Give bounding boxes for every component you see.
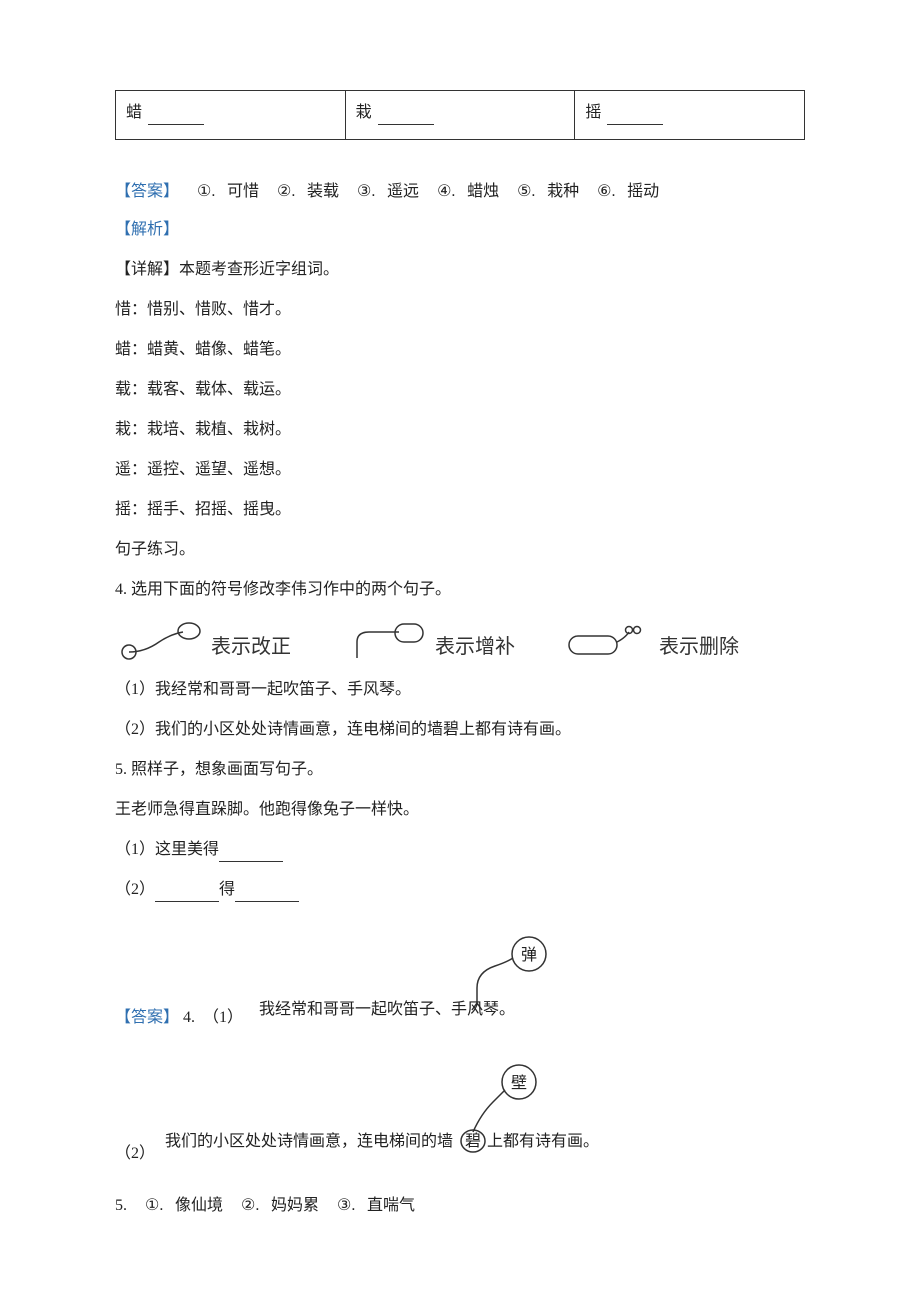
answer5-num: 5.	[115, 1194, 127, 1218]
symbol-correct: 表示改正	[115, 618, 291, 662]
answer-text: 可惜	[227, 183, 259, 200]
blank-underline	[219, 842, 283, 862]
table-cell: 栽	[345, 91, 575, 140]
q5-line2-middle: 得	[219, 881, 235, 898]
cell-char: 蜡	[126, 101, 142, 125]
correction-diagram-1: 弹 我经常和哥哥一起吹笛子、手风琴。	[249, 934, 589, 1022]
answer-num: ⑥.	[597, 180, 623, 204]
answer-text: 妈妈累	[271, 1197, 319, 1214]
answer4-part2-label: （2）	[115, 1145, 155, 1162]
answer-num: ③.	[357, 180, 383, 204]
answer-block: 【答案】 ①. 可惜 ②. 装载 ③. 遥远 ④. 蜡烛 ⑤. 栽种 ⑥. 摇动	[115, 180, 805, 204]
symbol-legend: 表示改正 表示增补 表示删除	[115, 618, 805, 662]
answer-item: ①. 像仙境	[145, 1194, 223, 1218]
answer-text: 摇动	[627, 183, 659, 200]
answer4-labels: 【答案】 4. （1）	[115, 1006, 243, 1048]
answer-item: ②. 妈妈累	[241, 1194, 319, 1218]
q5-line2-prefix: （2）	[115, 881, 155, 898]
answer4-row2: （2） 壁 我们的小区处处诗情画意，连电梯间的墙 碧 上都有诗有画。	[115, 1058, 805, 1184]
answer-num: ③.	[337, 1194, 363, 1218]
symbol-delete: 表示删除	[563, 618, 739, 662]
symbol-label: 表示删除	[659, 632, 739, 662]
answer-text: 遥远	[387, 183, 419, 200]
answer-text: 装载	[307, 183, 339, 200]
answer-item: ③. 遥远	[357, 180, 419, 204]
answer-text: 栽种	[547, 183, 579, 200]
answer-num: ⑤.	[517, 180, 543, 204]
analysis-line: 惜：惜别、惜败、惜才。	[115, 298, 805, 322]
q5-line2: （2） 得	[115, 878, 805, 902]
answer4-row1: 【答案】 4. （1） 弹 我经常和哥哥一起吹笛子、手风琴。	[115, 930, 805, 1048]
analysis-line: 遥：遥控、遥望、遥想。	[115, 458, 805, 482]
detail-label: 【详解】	[115, 261, 179, 278]
answer5-block: 5. ①. 像仙境 ②. 妈妈累 ③. 直喘气	[115, 1194, 805, 1218]
section-title: 句子练习。	[115, 538, 805, 562]
answer-item: ①. 可惜	[197, 180, 259, 204]
blank-underline	[607, 105, 663, 125]
insert-symbol-icon	[339, 618, 429, 662]
cell-content: 栽	[356, 101, 565, 125]
answer-text: 直喘气	[367, 1197, 415, 1214]
analysis-label: 【解析】	[115, 218, 805, 242]
answer4-part2-label-wrap: （2）	[115, 1142, 155, 1184]
delete-symbol-icon	[563, 618, 653, 662]
table-cell: 蜡	[116, 91, 346, 140]
answer-item: ④. 蜡烛	[437, 180, 499, 204]
answer-item: ⑤. 栽种	[517, 180, 579, 204]
table-row: 蜡 栽 摇	[116, 91, 805, 140]
fig1-sentence: 我经常和哥哥一起吹笛子、手风琴。	[259, 1000, 515, 1018]
table-cell: 摇	[575, 91, 805, 140]
answer-text: 蜡烛	[467, 183, 499, 200]
answer4-fig2: 壁 我们的小区处处诗情画意，连电梯间的墙 碧 上都有诗有画。	[161, 1062, 631, 1166]
cell-char: 栽	[356, 101, 372, 125]
answer-num: ②.	[241, 1194, 267, 1218]
symbol-label: 表示改正	[211, 632, 291, 662]
analysis-line: 栽：栽培、栽植、栽树。	[115, 418, 805, 442]
bubble-char: 壁	[511, 1073, 527, 1092]
q4-line2: （2）我们的小区处处诗情画意，连电梯间的墙碧上都有诗有画。	[115, 718, 805, 742]
analysis-line: 蜡：蜡黄、蜡像、蜡笔。	[115, 338, 805, 362]
q4-line1: （1）我经常和哥哥一起吹笛子、手风琴。	[115, 678, 805, 702]
fig2-prefix: 我们的小区处处诗情画意，连电梯间的墙	[165, 1131, 453, 1150]
blank-underline	[148, 105, 204, 125]
answer-label: 【答案】	[115, 180, 179, 204]
analysis-line: 载：载客、载体、载运。	[115, 378, 805, 402]
q5-prompt: 5. 照样子，想象画面写句子。	[115, 758, 805, 782]
answer-text: 像仙境	[175, 1197, 223, 1214]
fig2-suffix: 上都有诗有画。	[487, 1132, 599, 1150]
answer-num: ④.	[437, 180, 463, 204]
detail-text: 本题考查形近字组词。	[179, 261, 339, 278]
char-table: 蜡 栽 摇	[115, 90, 805, 140]
answer-item: ②. 装载	[277, 180, 339, 204]
blank-underline	[378, 105, 434, 125]
symbol-label: 表示增补	[435, 632, 515, 662]
analysis-label-text: 【解析】	[115, 221, 179, 238]
analysis-line: 摇：摇手、招摇、摇曳。	[115, 498, 805, 522]
symbol-insert: 表示增补	[339, 618, 515, 662]
q5-line1-prefix: （1）这里美得	[115, 841, 219, 858]
page-root: 蜡 栽 摇 【答案】 ①. 可惜 ②. 装载 ③. 遥远 ④.	[0, 0, 920, 1302]
correct-symbol-icon	[115, 618, 205, 662]
q4-prompt: 4. 选用下面的符号修改李伟习作中的两个句子。	[115, 578, 805, 602]
blank-underline	[155, 882, 219, 902]
answer-num: ②.	[277, 180, 303, 204]
answer-num: ①.	[197, 180, 223, 204]
fig2-circled: 碧	[465, 1132, 481, 1150]
answer4-part1-label: （1）	[203, 1009, 243, 1026]
answer-num: ①.	[145, 1194, 171, 1218]
q5-line1: （1）这里美得	[115, 838, 805, 862]
answer-item: ③. 直喘气	[337, 1194, 415, 1218]
answer-label: 【答案】	[115, 1009, 179, 1026]
answer4-fig1: 弹 我经常和哥哥一起吹笛子、手风琴。	[249, 934, 589, 1030]
detail-line: 【详解】本题考查形近字组词。	[115, 258, 805, 282]
answer4-num: 4.	[183, 1009, 195, 1026]
q5-example: 王老师急得直跺脚。他跑得像兔子一样快。	[115, 798, 805, 822]
bubble-char: 弹	[521, 946, 537, 964]
blank-underline	[235, 882, 299, 902]
cell-content: 摇	[585, 101, 794, 125]
correction-diagram-2: 壁 我们的小区处处诗情画意，连电梯间的墙 碧 上都有诗有画。	[161, 1062, 631, 1158]
answer-item: ⑥. 摇动	[597, 180, 659, 204]
cell-char: 摇	[585, 101, 601, 125]
cell-content: 蜡	[126, 101, 335, 125]
